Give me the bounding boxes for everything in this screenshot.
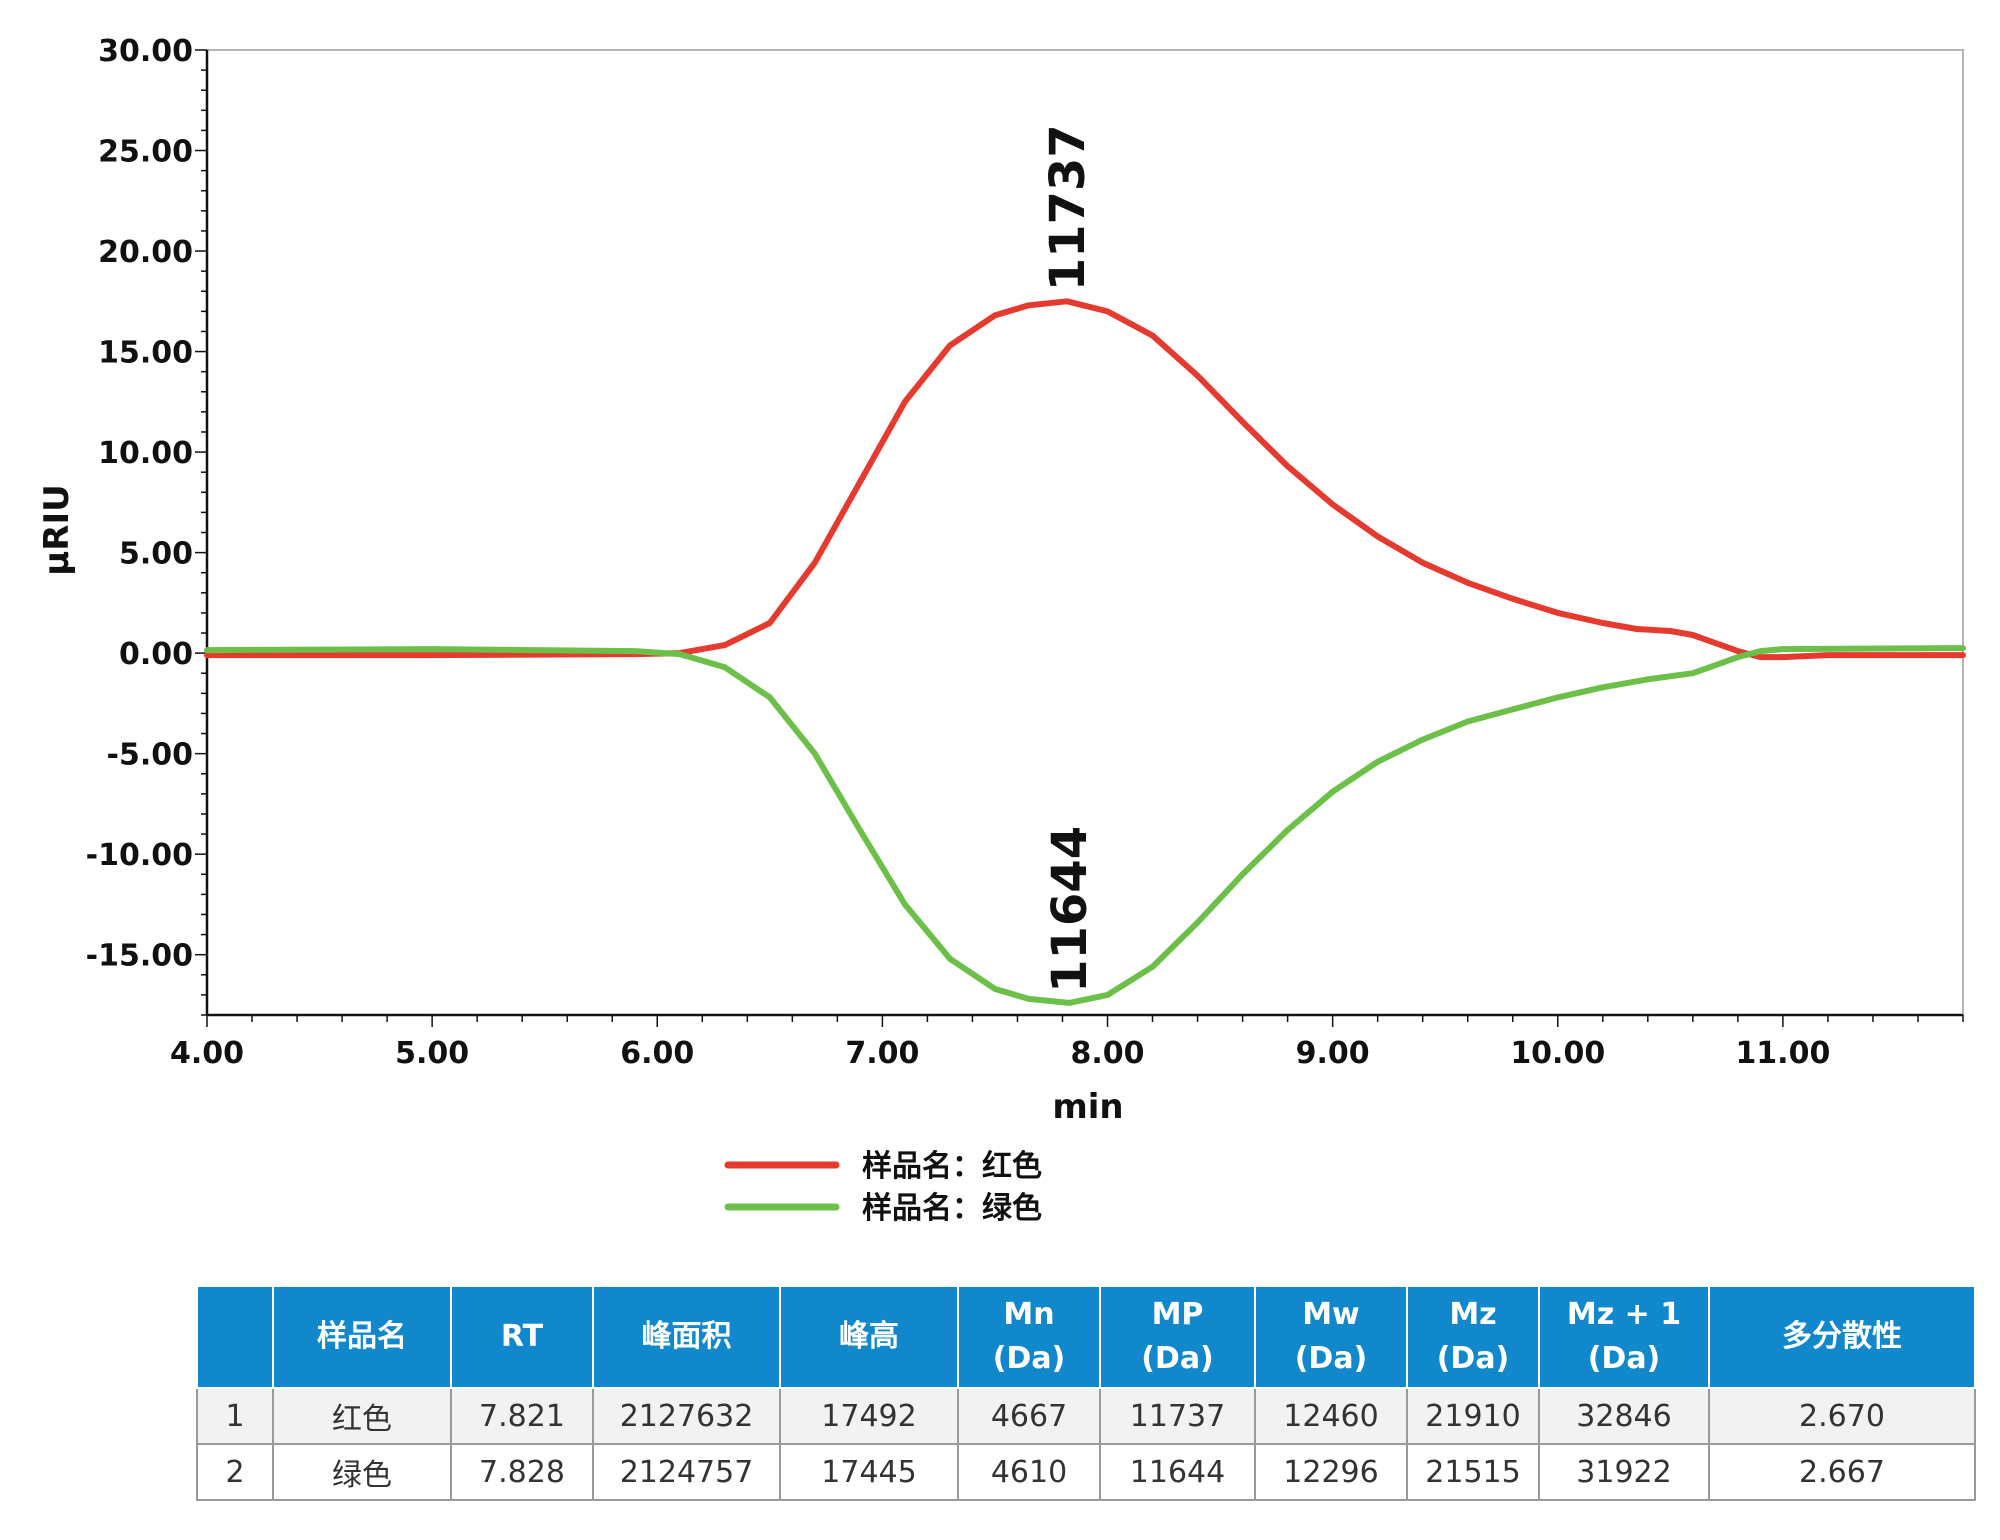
annotation-layer: 11737 11644 bbox=[1040, 124, 1098, 993]
table-cell: 21910 bbox=[1406, 1387, 1540, 1445]
table-cell: 7.821 bbox=[450, 1387, 594, 1445]
column-header: Mw (Da) bbox=[1254, 1285, 1408, 1389]
legend-label-1: 样品名：红色 bbox=[862, 1149, 1042, 1184]
column-header bbox=[196, 1285, 274, 1389]
x-tick-label: 7.00 bbox=[845, 1036, 919, 1071]
x-tick-label: 9.00 bbox=[1296, 1036, 1370, 1071]
table-cell: 2.670 bbox=[1708, 1387, 1976, 1445]
header-line-1: 峰面积 bbox=[641, 1319, 732, 1354]
table-cell: 红色 bbox=[272, 1387, 452, 1445]
header-line-2: (Da) bbox=[1141, 1341, 1214, 1376]
legend-label-2: 样品名：绿色 bbox=[862, 1191, 1042, 1226]
column-header: Mn (Da) bbox=[957, 1285, 1101, 1389]
header-line-2: (Da) bbox=[1587, 1341, 1661, 1376]
ticks: 30.00 25.00 20.00 15.00 10.00 5.00 0.00 -5.00 -1… bbox=[86, 34, 1964, 1071]
x-tick-label: 10.00 bbox=[1510, 1036, 1605, 1071]
y-tick-label: -15.00 bbox=[86, 939, 193, 974]
x-tick-label: 4.00 bbox=[170, 1036, 244, 1071]
y-tick-label: -10.00 bbox=[86, 838, 193, 873]
table-cell: 绿色 bbox=[272, 1443, 452, 1501]
header-line-2: (Da) bbox=[992, 1341, 1066, 1376]
header-line-2: (Da) bbox=[1294, 1341, 1368, 1376]
chromatogram-chart: 30.00 25.00 20.00 15.00 10.00 5.00 0.00 -5.00 -1… bbox=[37, 34, 1966, 1226]
y-axis-title: µRIU bbox=[37, 484, 77, 575]
column-header: 峰面积 bbox=[592, 1285, 781, 1389]
y-tick-label: 20.00 bbox=[98, 235, 193, 270]
table-cell: 4610 bbox=[957, 1443, 1101, 1501]
table-cell: 21515 bbox=[1406, 1443, 1540, 1501]
table-body: 1 红色 7.821 2127632 17492 4667 11737 12460 21910 3… bbox=[196, 1387, 1976, 1501]
y-tick-label: 5.00 bbox=[119, 537, 193, 572]
header-line-1: Mz bbox=[1449, 1297, 1497, 1332]
column-header: 多分散性 bbox=[1708, 1285, 1976, 1389]
series-line-1 bbox=[204, 298, 1966, 661]
column-header: Mz + 1 (Da) bbox=[1538, 1285, 1710, 1389]
table-cell: 32846 bbox=[1538, 1387, 1710, 1445]
header-line-1: 峰高 bbox=[839, 1319, 899, 1354]
table-cell: 12460 bbox=[1254, 1387, 1408, 1445]
series-line-2 bbox=[204, 645, 1966, 1006]
header-line-1: 样品名 bbox=[317, 1319, 407, 1354]
header-line-1: Mw bbox=[1302, 1297, 1360, 1332]
column-header: RT bbox=[450, 1285, 594, 1389]
table-cell: 2127632 bbox=[592, 1387, 781, 1445]
y-tick-label: 15.00 bbox=[98, 336, 193, 371]
x-tick-label: 6.00 bbox=[620, 1036, 694, 1071]
table-cell: 1 bbox=[196, 1387, 274, 1445]
column-header: Mz (Da) bbox=[1406, 1285, 1540, 1389]
table-cell: 2124757 bbox=[592, 1443, 781, 1501]
y-tick-label: 10.00 bbox=[98, 436, 193, 471]
y-tick-label: 0.00 bbox=[119, 637, 193, 672]
column-header: 样品名 bbox=[272, 1285, 452, 1389]
x-tick-label: 5.00 bbox=[395, 1036, 469, 1071]
table-header: 样品名 RT 峰面积 峰高 Mn (Da) MP (Da) Mw (Da) Mz (Da) Mz + 1… bbox=[196, 1285, 1976, 1389]
header-line-2: (Da) bbox=[1436, 1341, 1510, 1376]
column-header: MP (Da) bbox=[1099, 1285, 1256, 1389]
table-cell: 17492 bbox=[779, 1387, 959, 1445]
header-line-1: RT bbox=[500, 1319, 544, 1354]
table-cell: 2 bbox=[196, 1443, 274, 1501]
peak-label-2: 11644 bbox=[1042, 826, 1098, 993]
table-cell: 17445 bbox=[779, 1443, 959, 1501]
results-table: 样品名 RT 峰面积 峰高 Mn (Da) MP (Da) Mw (Da) Mz (Da) Mz + 1… bbox=[196, 1285, 1976, 1501]
table-cell: 2.667 bbox=[1708, 1443, 1976, 1501]
table-cell: 11644 bbox=[1099, 1443, 1256, 1501]
header-line-1: Mn bbox=[1003, 1297, 1055, 1332]
x-tick-label: 11.00 bbox=[1735, 1036, 1830, 1071]
table-row: 1 红色 7.821 2127632 17492 4667 11737 12460 21910 3… bbox=[196, 1387, 1976, 1445]
table-row: 2 绿色 7.828 2124757 17445 4610 11644 12296 21515 3… bbox=[196, 1443, 1976, 1501]
table-cell: 4667 bbox=[957, 1387, 1101, 1445]
header-line-1: Mz + 1 bbox=[1566, 1297, 1682, 1332]
y-tick-label: -5.00 bbox=[107, 738, 193, 773]
y-tick-label: 25.00 bbox=[98, 135, 193, 170]
header-line-1: MP bbox=[1151, 1297, 1204, 1332]
table-cell: 7.828 bbox=[450, 1443, 594, 1501]
table-cell: 11737 bbox=[1099, 1387, 1256, 1445]
series-layer bbox=[204, 298, 1966, 1006]
table-cell: 31922 bbox=[1538, 1443, 1710, 1501]
table-cell: 12296 bbox=[1254, 1443, 1408, 1501]
y-tick-label: 30.00 bbox=[98, 34, 193, 69]
peak-label-1: 11737 bbox=[1040, 124, 1096, 291]
header-row: 样品名 RT 峰面积 峰高 Mn (Da) MP (Da) Mw (Da) Mz (Da) Mz + 1… bbox=[196, 1285, 1976, 1389]
x-tick-label: 8.00 bbox=[1070, 1036, 1144, 1071]
header-line-1: 多分散性 bbox=[1782, 1319, 1902, 1354]
x-axis-title: min bbox=[1052, 1087, 1123, 1127]
column-header: 峰高 bbox=[779, 1285, 959, 1389]
